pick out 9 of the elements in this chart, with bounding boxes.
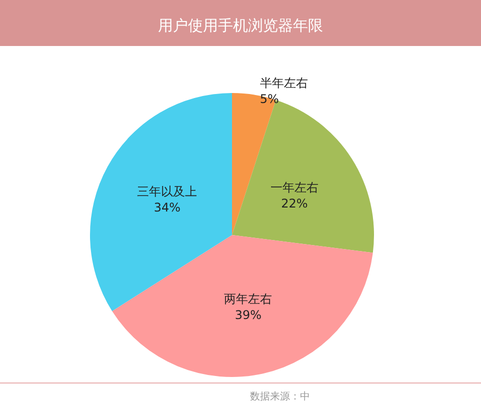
slice-label: 两年左右 (224, 292, 272, 306)
chart-title: 用户使用手机浏览器年限 (158, 16, 323, 34)
data-label: 34% (154, 200, 180, 214)
data-label: 39% (234, 308, 262, 322)
slice-label: 三年以及上 (137, 184, 198, 198)
data-label: 22% (281, 196, 308, 210)
source-note: 数据来源：中 (250, 390, 310, 402)
slice-label: 半年左右 (260, 76, 308, 90)
slice-label: 一年左右 (270, 180, 318, 194)
